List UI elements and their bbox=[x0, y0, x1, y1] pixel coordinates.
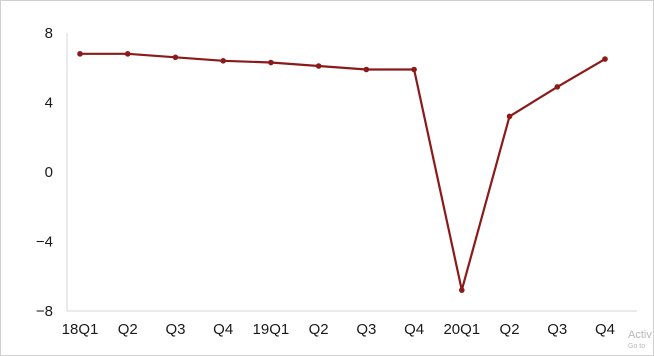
y-tick-label: −8 bbox=[36, 303, 53, 320]
data-point bbox=[124, 51, 131, 57]
data-point bbox=[363, 66, 370, 73]
y-tick-label: −4 bbox=[36, 234, 53, 251]
x-tick-label: 20Q1 bbox=[443, 321, 480, 338]
x-tick-label: Q2 bbox=[500, 321, 520, 338]
data-point bbox=[459, 287, 465, 293]
y-tick-labels: 8 4 0 −4 −8 bbox=[36, 25, 53, 320]
x-tick-label: 18Q1 bbox=[62, 321, 99, 338]
watermark-line-1: Activ bbox=[628, 329, 652, 341]
data-point bbox=[554, 84, 561, 90]
data-point bbox=[268, 59, 274, 66]
data-point bbox=[172, 54, 179, 61]
y-tick-label: 8 bbox=[45, 25, 53, 42]
x-tick-label: Q3 bbox=[356, 321, 376, 338]
data-point bbox=[506, 113, 513, 120]
x-tick-label: Q3 bbox=[165, 321, 185, 338]
data-point bbox=[315, 63, 322, 69]
activation-watermark: Activ Go to bbox=[628, 329, 652, 351]
x-tick-label: 19Q1 bbox=[253, 321, 290, 338]
watermark-line-2: Go to bbox=[628, 343, 646, 350]
x-tick-labels: 18Q1 Q2 Q3 Q4 19Q1 Q2 Q3 Q4 20Q1 Q2 Q3 Q4 bbox=[62, 321, 615, 338]
x-tick-label: Q3 bbox=[547, 321, 567, 338]
x-tick-label: Q4 bbox=[404, 321, 424, 338]
x-tick-label: Q2 bbox=[118, 321, 138, 338]
data-point bbox=[77, 51, 83, 57]
series-line bbox=[78, 52, 607, 292]
x-tick-label: Q4 bbox=[595, 321, 615, 338]
data-point bbox=[220, 58, 226, 64]
y-tick-label: 4 bbox=[45, 95, 53, 112]
x-tick-label: Q2 bbox=[309, 321, 329, 338]
x-tick-label: Q4 bbox=[213, 321, 233, 338]
y-tick-label: 0 bbox=[45, 164, 53, 181]
series-layer bbox=[77, 51, 608, 293]
data-point bbox=[602, 56, 608, 62]
data-point bbox=[411, 66, 417, 73]
